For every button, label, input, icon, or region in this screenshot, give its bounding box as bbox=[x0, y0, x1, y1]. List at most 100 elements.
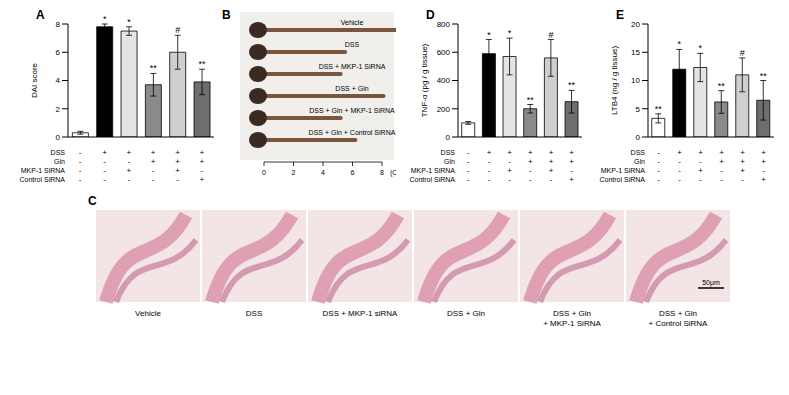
svg-text:+: + bbox=[549, 166, 554, 175]
svg-text:-: - bbox=[103, 157, 106, 166]
svg-text:-: - bbox=[657, 175, 660, 183]
svg-text:-: - bbox=[678, 166, 681, 175]
svg-text:15: 15 bbox=[631, 48, 640, 57]
svg-text:+: + bbox=[528, 148, 533, 157]
svg-text:4: 4 bbox=[56, 76, 61, 85]
svg-text:0: 0 bbox=[262, 169, 266, 176]
svg-text:-: - bbox=[720, 166, 723, 175]
svg-text:+: + bbox=[175, 157, 180, 166]
svg-text:+: + bbox=[199, 175, 204, 183]
svg-text:-: - bbox=[488, 157, 491, 166]
svg-text:2: 2 bbox=[56, 105, 61, 114]
svg-text:+: + bbox=[719, 157, 724, 166]
svg-text:LTB4 (ng / g tissue): LTB4 (ng / g tissue) bbox=[610, 46, 619, 116]
svg-text:-: - bbox=[467, 175, 470, 183]
svg-text:DSS: DSS bbox=[246, 309, 262, 318]
svg-text:-: - bbox=[103, 166, 106, 175]
svg-text:+: + bbox=[698, 166, 703, 175]
svg-text:MKP-1 SiRNA: MKP-1 SiRNA bbox=[411, 167, 456, 174]
svg-text:-: - bbox=[488, 166, 491, 175]
svg-text:+: + bbox=[126, 148, 131, 157]
svg-text:-: - bbox=[176, 175, 179, 183]
svg-text:**: ** bbox=[568, 80, 576, 90]
svg-text:0: 0 bbox=[636, 133, 641, 142]
svg-text:+: + bbox=[507, 148, 512, 157]
svg-text:-: - bbox=[699, 175, 702, 183]
svg-text:**: ** bbox=[655, 104, 663, 114]
svg-text:Vehicle: Vehicle bbox=[135, 309, 161, 318]
svg-text:*: * bbox=[508, 28, 512, 38]
svg-text:DSS + Gln + Control SiRNA: DSS + Gln + Control SiRNA bbox=[309, 129, 396, 136]
svg-text:+: + bbox=[549, 157, 554, 166]
svg-text:**: ** bbox=[199, 59, 207, 69]
svg-text:DSS: DSS bbox=[441, 149, 456, 156]
svg-text:8: 8 bbox=[380, 169, 384, 176]
svg-text:-: - bbox=[467, 157, 470, 166]
svg-text:-: - bbox=[127, 175, 130, 183]
svg-text:DSS + Gln: DSS + Gln bbox=[659, 309, 697, 318]
svg-text:800: 800 bbox=[437, 20, 451, 29]
svg-text:+: + bbox=[569, 175, 574, 183]
svg-text:-: - bbox=[741, 175, 744, 183]
svg-text:+: + bbox=[569, 157, 574, 166]
svg-text:-: - bbox=[488, 175, 491, 183]
svg-text:-: - bbox=[570, 166, 573, 175]
svg-text:+: + bbox=[175, 148, 180, 157]
svg-text:*: * bbox=[103, 14, 107, 24]
svg-text:#: # bbox=[548, 30, 553, 40]
svg-text:+: + bbox=[126, 166, 131, 175]
svg-text:MKP-1 SiRNA: MKP-1 SiRNA bbox=[21, 167, 66, 174]
svg-text:Control SiRNA: Control SiRNA bbox=[409, 176, 455, 183]
svg-text:*: * bbox=[678, 39, 682, 49]
svg-text:-: - bbox=[657, 157, 660, 166]
svg-text:+: + bbox=[199, 148, 204, 157]
svg-text:4: 4 bbox=[321, 169, 325, 176]
svg-text:-: - bbox=[657, 166, 660, 175]
svg-text:*: * bbox=[127, 17, 131, 27]
svg-text:*: * bbox=[487, 30, 491, 40]
svg-text:-: - bbox=[550, 175, 553, 183]
svg-text:+: + bbox=[569, 148, 574, 157]
svg-text:DSS: DSS bbox=[345, 41, 360, 48]
svg-text:DAI score: DAI score bbox=[30, 62, 39, 98]
svg-text:+ MKP-1 SiRNA: + MKP-1 SiRNA bbox=[543, 319, 601, 328]
svg-text:-: - bbox=[508, 157, 511, 166]
svg-text:+: + bbox=[102, 148, 107, 157]
svg-text:DSS + MKP-1 siRNA: DSS + MKP-1 siRNA bbox=[323, 309, 399, 318]
svg-text:-: - bbox=[127, 157, 130, 166]
svg-text:DSS + Gln: DSS + Gln bbox=[447, 309, 485, 318]
svg-text:*: * bbox=[699, 43, 703, 53]
svg-text:-: - bbox=[152, 175, 155, 183]
svg-text:**: ** bbox=[527, 95, 535, 105]
svg-text:Gln: Gln bbox=[634, 158, 645, 165]
svg-text:+: + bbox=[175, 166, 180, 175]
svg-text:-: - bbox=[508, 175, 511, 183]
svg-text:**: ** bbox=[760, 71, 768, 81]
svg-text:Control SiRNA: Control SiRNA bbox=[599, 176, 645, 183]
svg-text:5: 5 bbox=[636, 105, 641, 114]
svg-text:-: - bbox=[762, 166, 765, 175]
svg-text:+: + bbox=[487, 148, 492, 157]
svg-text:DSS + Gln + MKP-1 SiRNA: DSS + Gln + MKP-1 SiRNA bbox=[309, 107, 395, 114]
svg-text:-: - bbox=[79, 157, 82, 166]
svg-text:DSS: DSS bbox=[51, 149, 66, 156]
svg-text:+ Control SiRNA: + Control SiRNA bbox=[649, 319, 709, 328]
svg-text:+: + bbox=[740, 148, 745, 157]
svg-text:MKP-1 SiRNA: MKP-1 SiRNA bbox=[601, 167, 646, 174]
svg-text:400: 400 bbox=[437, 76, 451, 85]
svg-text:DSS: DSS bbox=[631, 149, 646, 156]
svg-text:+: + bbox=[761, 148, 766, 157]
svg-text:+: + bbox=[698, 148, 703, 157]
svg-text:6: 6 bbox=[351, 169, 355, 176]
svg-text:+: + bbox=[719, 148, 724, 157]
svg-text:+: + bbox=[151, 157, 156, 166]
svg-text:200: 200 bbox=[437, 105, 451, 114]
svg-text:+: + bbox=[761, 157, 766, 166]
svg-text:600: 600 bbox=[437, 48, 451, 57]
svg-text:Control SiRNA: Control SiRNA bbox=[19, 176, 65, 183]
svg-text:DSS + Gln: DSS + Gln bbox=[553, 309, 591, 318]
svg-text:TNF-α (pg / g tissue): TNF-α (pg / g tissue) bbox=[420, 43, 429, 117]
svg-text:-: - bbox=[467, 148, 470, 157]
svg-text:+: + bbox=[677, 148, 682, 157]
svg-text:+: + bbox=[507, 166, 512, 175]
